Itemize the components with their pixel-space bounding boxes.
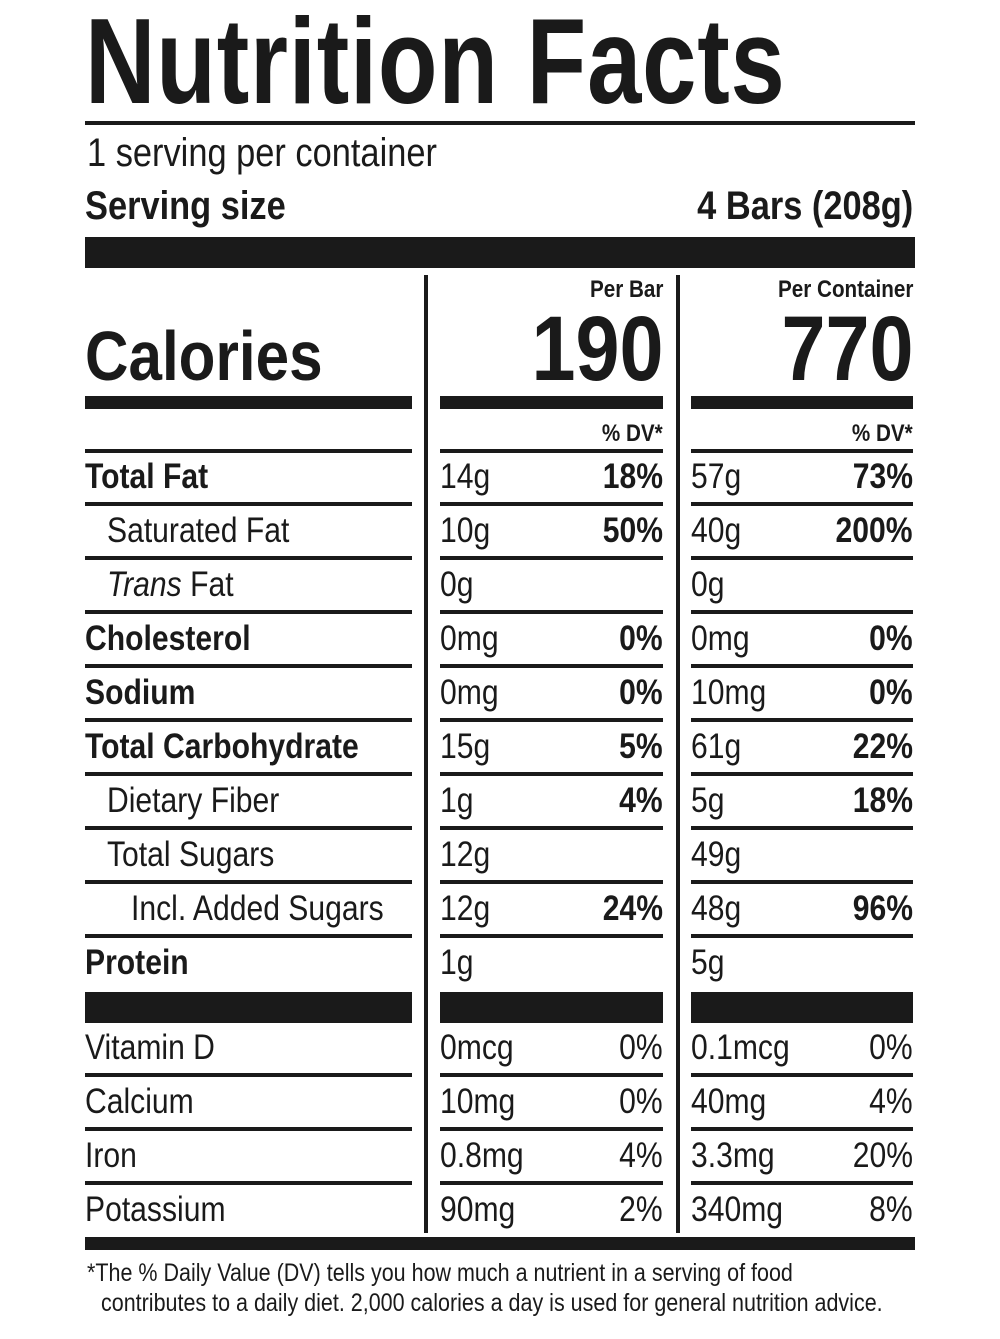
- per-bar-header: Per Bar: [589, 276, 663, 303]
- nutrient-label-protein: Protein: [85, 943, 189, 982]
- percent-dv: 24%: [602, 889, 663, 928]
- percent-dv: 4%: [869, 1082, 913, 1121]
- per-bar-dietary-fiber: 1g 4%: [440, 776, 663, 830]
- column-separator: [676, 275, 680, 1233]
- thick-divider: [85, 396, 412, 409]
- percent-dv: 50%: [602, 511, 663, 550]
- per-container-dv-header: % DV*: [852, 420, 913, 447]
- per-container-header: Per Container: [777, 276, 913, 303]
- per-container-total-carbohydrate: 61g 22%: [691, 722, 913, 776]
- nutrient-label-incl-added-sugars: Incl. Added Sugars: [85, 884, 412, 938]
- servings-per-container: 1 serving per container: [87, 131, 437, 175]
- thick-divider: [691, 992, 913, 1023]
- per-bar-potassium: 90mg 2%: [440, 1185, 663, 1239]
- percent-dv: 4%: [619, 781, 663, 820]
- thick-divider: [85, 1237, 915, 1250]
- per-container-protein: 5g: [691, 943, 725, 982]
- per-container-calcium: 40mg 4%: [691, 1077, 913, 1131]
- per-bar-dv-header: % DV*: [602, 420, 663, 447]
- per-container-total-sugars: 49g: [691, 830, 913, 884]
- nutrient-label-saturated-fat: Saturated Fat: [85, 506, 412, 560]
- label-title: Nutrition Facts: [85, 0, 786, 129]
- per-bar-calories: 190: [530, 298, 663, 400]
- percent-dv: 0%: [869, 619, 913, 658]
- percent-dv: 2%: [619, 1190, 663, 1229]
- per-bar-protein: 1g: [440, 943, 474, 982]
- per-bar-calcium: 10mg 0%: [440, 1077, 663, 1131]
- nutrient-label-potassium: Potassium: [85, 1190, 226, 1229]
- percent-dv: 22%: [852, 727, 913, 766]
- calories-label: Calories: [85, 317, 323, 395]
- footnote: *The % Daily Value (DV) tells you how mu…: [87, 1259, 883, 1317]
- divider: [85, 449, 412, 453]
- per-bar-total-fat: 14g 18%: [440, 452, 663, 506]
- per-bar-saturated-fat: 10g 50%: [440, 506, 663, 560]
- per-container-incl-added-sugars: 48g 96%: [691, 884, 913, 938]
- thick-divider: [85, 992, 412, 1023]
- nutrient-label-iron: Iron: [85, 1131, 412, 1185]
- per-container-cholesterol: 0mg 0%: [691, 614, 913, 668]
- trans-italic: Trans: [107, 565, 182, 604]
- nutrient-label-dietary-fiber: Dietary Fiber: [85, 776, 412, 830]
- percent-dv: 0%: [619, 1028, 663, 1067]
- nutrient-label-total-carbohydrate: Total Carbohydrate: [85, 722, 412, 776]
- percent-dv: 0%: [869, 673, 913, 712]
- percent-dv: 20%: [852, 1136, 913, 1175]
- per-container-vitamin-d: 0.1mcg 0%: [691, 1023, 913, 1077]
- thick-divider: [691, 396, 913, 409]
- per-container-potassium: 340mg 8%: [691, 1185, 913, 1239]
- per-bar-cholesterol: 0mg 0%: [440, 614, 663, 668]
- per-bar-incl-added-sugars: 12g 24%: [440, 884, 663, 938]
- per-bar-trans-fat: 0g: [440, 560, 663, 614]
- nutrient-label-sodium: Sodium: [85, 668, 412, 722]
- divider: [85, 121, 915, 125]
- nutrient-name: Trans Fat: [107, 565, 234, 604]
- percent-dv: 5%: [619, 727, 663, 766]
- divider: [440, 449, 663, 453]
- per-container-dietary-fiber: 5g 18%: [691, 776, 913, 830]
- percent-dv: 0%: [869, 1028, 913, 1067]
- divider: [691, 449, 913, 453]
- percent-dv: 18%: [852, 781, 913, 820]
- per-bar-iron: 0.8mg 4%: [440, 1131, 663, 1185]
- nutrient-label-cholesterol: Cholesterol: [85, 614, 412, 668]
- nutrient-label-vitamin-d: Vitamin D: [85, 1023, 412, 1077]
- serving-size-label: Serving size: [85, 184, 286, 228]
- percent-dv: 200%: [836, 511, 913, 550]
- percent-dv: 8%: [869, 1190, 913, 1229]
- per-container-trans-fat: 0g: [691, 560, 913, 614]
- per-bar-total-sugars: 12g: [440, 830, 663, 884]
- per-container-calories: 770: [780, 298, 913, 400]
- percent-dv: 96%: [852, 889, 913, 928]
- per-bar-vitamin-d: 0mcg 0%: [440, 1023, 663, 1077]
- column-separator: [424, 275, 428, 1233]
- thick-divider: [440, 992, 663, 1023]
- percent-dv: 73%: [852, 457, 913, 496]
- nutrient-label-trans-fat: Trans Fat: [85, 560, 412, 614]
- thick-divider: [440, 396, 663, 409]
- nutrient-label-calcium: Calcium: [85, 1077, 412, 1131]
- per-container-saturated-fat: 40g 200%: [691, 506, 913, 560]
- per-container-total-fat: 57g 73%: [691, 452, 913, 506]
- per-bar-sodium: 0mg 0%: [440, 668, 663, 722]
- nutrient-label-total-sugars: Total Sugars: [85, 830, 412, 884]
- thick-divider: [85, 237, 915, 268]
- percent-dv: 4%: [619, 1136, 663, 1175]
- nutrient-label-total-fat: Total Fat: [85, 452, 412, 506]
- per-container-iron: 3.3mg 20%: [691, 1131, 913, 1185]
- per-bar-total-carbohydrate: 15g 5%: [440, 722, 663, 776]
- percent-dv: 18%: [602, 457, 663, 496]
- serving-size-value: 4 Bars (208g): [696, 184, 913, 228]
- percent-dv: 0%: [619, 1082, 663, 1121]
- percent-dv: 0%: [619, 673, 663, 712]
- percent-dv: 0%: [619, 619, 663, 658]
- per-container-sodium: 10mg 0%: [691, 668, 913, 722]
